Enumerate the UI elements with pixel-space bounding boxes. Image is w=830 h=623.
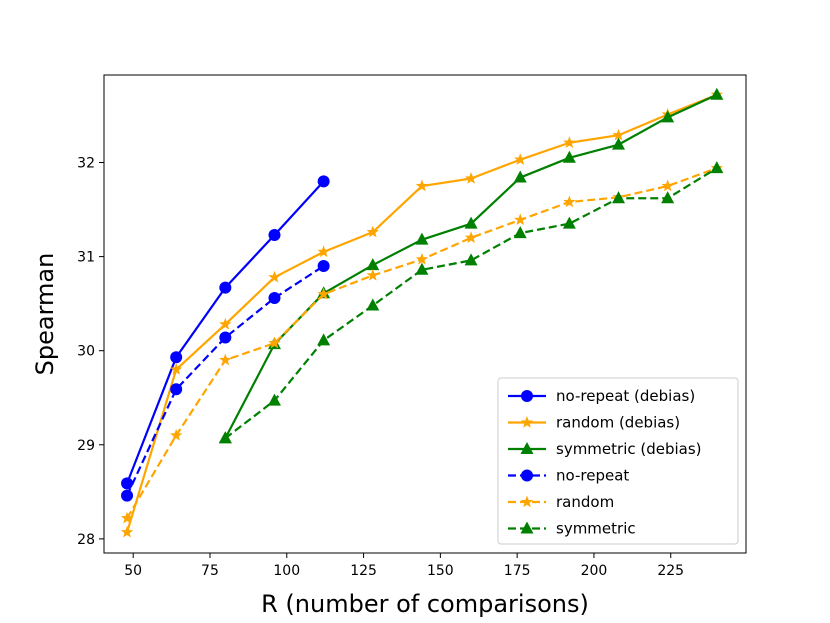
- data-point: [366, 258, 380, 271]
- data-point: [120, 511, 134, 524]
- data-point: [464, 216, 478, 229]
- legend-label: no-repeat: [556, 467, 629, 485]
- data-point: [563, 136, 576, 149]
- y-tick-label: 31: [77, 250, 95, 266]
- data-point: [170, 428, 183, 441]
- legend-item: symmetric (debias): [508, 440, 702, 458]
- x-tick-label: 125: [350, 563, 377, 579]
- data-point: [218, 431, 232, 444]
- legend-item: no-repeat: [508, 467, 629, 485]
- y-tick-label: 32: [77, 156, 95, 172]
- y-axis-label: Spearman: [31, 253, 59, 376]
- series-symmetric-debias: [218, 87, 724, 444]
- legend-item: symmetric: [508, 520, 636, 538]
- legend: no-repeat (debias) random (debias) symmetr…: [497, 377, 739, 545]
- data-point: [710, 161, 724, 174]
- legend-item: random: [508, 493, 614, 511]
- x-tick-label: 150: [427, 563, 454, 579]
- x-tick-label: 100: [273, 563, 300, 579]
- data-point: [317, 245, 330, 258]
- data-point: [317, 260, 330, 273]
- legend-label: symmetric (debias): [556, 440, 702, 458]
- data-point: [661, 110, 675, 123]
- plot-frame: [103, 74, 747, 554]
- series-line: [126, 265, 325, 497]
- data-point: [268, 292, 281, 305]
- legend-marker: [520, 442, 534, 454]
- data-point: [612, 128, 625, 141]
- x-tick-label: 50: [124, 563, 142, 579]
- x-tick-label: 175: [504, 563, 531, 579]
- data-point: [415, 179, 429, 192]
- series-line: [224, 167, 718, 440]
- data-point: [170, 363, 183, 375]
- data-point: [121, 477, 134, 490]
- y-axis-ticks: 28 29 30 31 32: [77, 156, 104, 548]
- legend-label: random: [556, 493, 614, 511]
- data-point: [514, 153, 527, 165]
- legend-marker: [521, 390, 533, 402]
- data-point: [464, 231, 478, 244]
- data-point: [366, 268, 379, 281]
- data-point: [267, 393, 281, 406]
- legend-box: [497, 377, 739, 545]
- y-tick-label: 29: [77, 438, 95, 454]
- legend-item: random (debias): [508, 414, 680, 432]
- data-point: [415, 232, 429, 245]
- data-point: [366, 298, 380, 311]
- data-point: [710, 87, 724, 100]
- data-point: [464, 172, 478, 184]
- data-point: [219, 331, 232, 344]
- data-point: [317, 287, 330, 300]
- legend-item: no-repeat (debias): [508, 387, 695, 405]
- data-point: [513, 170, 527, 183]
- data-point: [562, 216, 576, 229]
- legend-marker: [520, 416, 534, 428]
- series-layer: [120, 87, 724, 538]
- data-point: [170, 383, 183, 396]
- series-symmetric: [218, 161, 724, 444]
- data-point: [219, 281, 232, 294]
- legend-label: symmetric: [556, 520, 636, 538]
- data-point: [219, 353, 232, 366]
- data-point: [268, 270, 281, 283]
- series-no-repeat: [121, 260, 330, 502]
- legend-marker: [520, 495, 534, 508]
- data-point: [464, 253, 478, 266]
- series-no-repeat-debias: [121, 175, 330, 490]
- data-point: [121, 489, 134, 502]
- legend-label: random (debias): [556, 414, 680, 432]
- data-point: [612, 191, 626, 204]
- data-point: [415, 262, 429, 275]
- data-point: [514, 213, 527, 226]
- y-tick-label: 28: [77, 532, 95, 548]
- data-point: [219, 317, 232, 330]
- data-point: [661, 191, 675, 204]
- x-axis-label: R (number of comparisons): [261, 590, 589, 618]
- legend-marker: [521, 469, 533, 482]
- x-tick-label: 225: [657, 563, 684, 579]
- data-point: [268, 336, 281, 349]
- data-point: [563, 195, 576, 208]
- data-point: [268, 228, 281, 241]
- data-point: [170, 351, 183, 364]
- data-point: [513, 226, 527, 239]
- y-tick-label: 30: [77, 344, 95, 360]
- data-point: [317, 175, 330, 188]
- data-point: [120, 525, 134, 538]
- x-tick-label: 200: [581, 563, 608, 579]
- legend-label: no-repeat (debias): [556, 387, 695, 405]
- data-point: [366, 225, 379, 238]
- data-point: [317, 333, 331, 346]
- data-point: [415, 252, 429, 265]
- x-tick-label: 75: [201, 563, 219, 579]
- legend-marker: [520, 521, 534, 534]
- data-point: [612, 137, 626, 150]
- x-axis-ticks: 50 75 100 125 150 175 200 225: [124, 553, 684, 579]
- data-point: [562, 150, 576, 163]
- data-point: [661, 179, 674, 192]
